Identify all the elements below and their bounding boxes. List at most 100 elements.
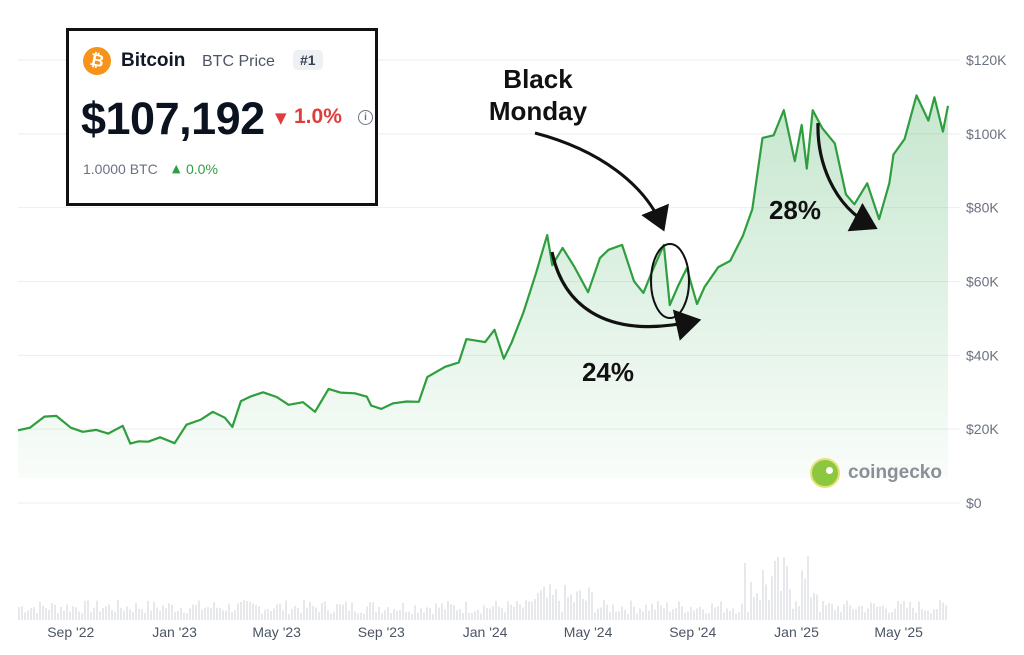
x-tick-label: May '23 [252,624,301,640]
volume-bar [561,611,563,620]
volume-bar [336,604,338,620]
volume-bar [915,612,917,620]
volume-bar [429,608,431,620]
volume-bar [486,607,488,620]
volume-bar [393,609,395,620]
volume-bar [333,611,335,620]
volume-bar [600,607,602,620]
volume-bar [255,605,257,620]
volume-bar [165,608,167,620]
volume-bar [861,606,863,620]
volume-bar [879,606,881,620]
volume-bar [21,606,23,620]
volume-bar [849,605,851,620]
volume-bar [552,594,554,620]
volume-bar [63,610,65,620]
volume-bar [348,610,350,620]
volume-bar [123,610,125,620]
volume-bar [186,613,188,620]
volume-bar [930,613,932,620]
coingecko-watermark: coingecko [810,458,942,488]
volume-bar [660,605,662,620]
y-tick-label: $20K [966,421,999,437]
volume-bar [474,611,476,620]
volume-bar [690,607,692,620]
volume-bar [81,613,83,620]
volume-bar [399,609,401,620]
volume-bar [234,610,236,620]
volume-bar [828,602,830,620]
volume-bar [177,610,179,620]
volume-bar [69,611,71,620]
volume-bar [804,578,806,620]
volume-bar [174,612,176,620]
info-icon[interactable]: i [358,110,373,125]
volume-bar [666,602,668,620]
volume-bar [396,610,398,620]
volume-bar [306,607,308,620]
price-change: 1.0% [294,105,342,128]
y-tick-label: $80K [966,200,999,216]
volume-bar [591,592,593,620]
volume-bar [150,610,152,620]
volume-bar [42,605,44,620]
volume-bar [228,603,230,620]
volume-bar [381,613,383,620]
y-tick-label: $100K [966,126,1007,142]
volume-bar [570,594,572,620]
volume-bar [183,612,185,620]
volume-bar [87,600,89,620]
volume-bar [693,610,695,620]
volume-bar [345,601,347,620]
volume-bar [606,604,608,620]
volume-bar [477,609,479,620]
volume-bar [372,602,374,620]
volume-bar [699,606,701,620]
volume-bar [630,600,632,620]
volume-bar [594,612,596,620]
volume-bar [492,606,494,620]
volume-bar [819,611,821,620]
volume-bar [729,610,731,620]
volume-bar [300,612,302,620]
brand-name: coingecko [848,462,942,483]
volume-bar [624,609,626,620]
bitcoin-icon: ₿ [80,44,114,78]
volume-bar [783,557,785,620]
price-card: ₿ Bitcoin BTC Price #1 $107,192 ▼ 1.0% i… [66,28,378,206]
volume-bar [588,587,590,620]
volume-bar [132,611,134,620]
volume-bar [654,609,656,620]
volume-bar [420,608,422,620]
volume-bar [573,602,575,620]
volume-bar [558,600,560,620]
volume-bar [939,600,941,620]
volume-bar [531,601,533,620]
volume-bar [309,601,311,620]
volume-bar [852,609,854,620]
volume-bar [252,603,254,620]
volume-bar [735,613,737,620]
volume-bar [159,610,161,620]
volume-bar [795,601,797,620]
volume-bar [417,612,419,620]
volume-bar [261,613,263,620]
volume-bar [900,603,902,620]
volume-bar [753,597,755,620]
volume-bar [843,604,845,620]
volume-bar [408,611,410,620]
volume-bar [189,608,191,620]
volume-bar [129,609,131,620]
volume-bar [582,598,584,620]
volume-bar [726,608,728,620]
y-tick-label: $60K [966,274,999,290]
volume-bar [678,601,680,620]
volume-bar [243,600,245,620]
y-tick-label: $120K [966,52,1007,68]
volume-bar [426,607,428,620]
volume-bar [468,612,470,620]
volume-bar [516,601,518,620]
volume-bar [204,607,206,620]
volume-bar [294,605,296,620]
drawdown-2025-arrow [816,122,878,232]
